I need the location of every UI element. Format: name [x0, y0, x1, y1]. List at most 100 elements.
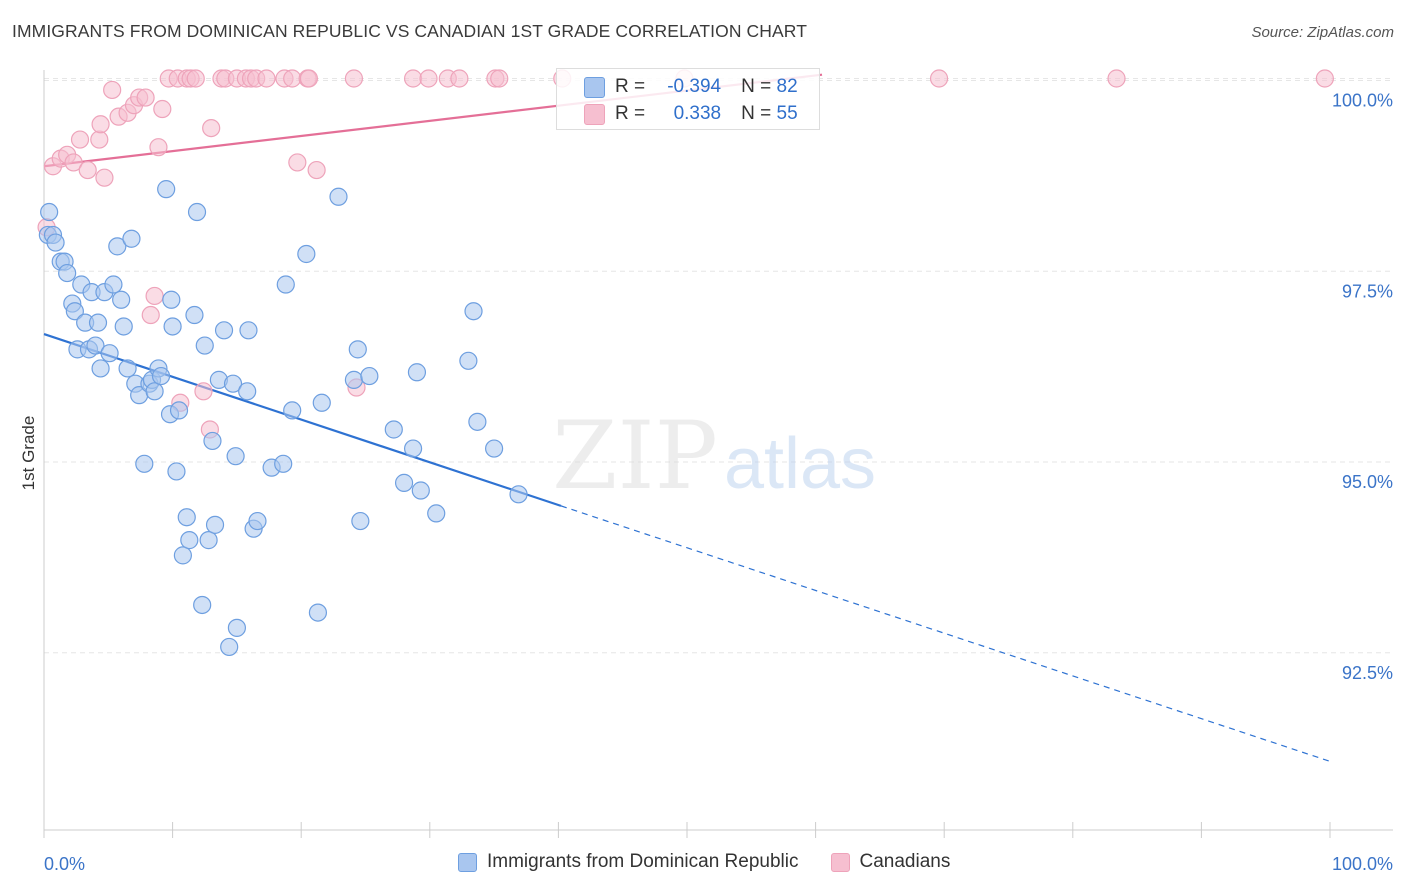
point-dominican — [157, 180, 176, 199]
y-tick-label: 100.0% — [1332, 91, 1393, 111]
point-canadian — [149, 138, 168, 157]
point-dominican — [46, 233, 65, 252]
point-canadian — [450, 69, 469, 88]
x-tick-label: 0.0% — [44, 854, 85, 874]
point-canadian — [153, 99, 172, 119]
point-dominican — [344, 370, 364, 389]
point-dominican — [274, 454, 293, 473]
point-dominican — [220, 637, 239, 657]
point-dominican — [180, 531, 199, 550]
point-dominican — [283, 401, 302, 420]
point-dominican — [411, 481, 430, 500]
point-canadian — [91, 115, 110, 134]
point-canadian — [186, 69, 205, 88]
point-dominican — [203, 431, 222, 451]
point-dominican — [122, 229, 141, 248]
point-dominican — [114, 317, 133, 336]
stat-swatch-pink — [584, 103, 605, 125]
stat-r-label: R = — [615, 103, 646, 124]
point-dominican — [195, 336, 214, 355]
point-canadian — [307, 160, 326, 180]
point-dominican — [239, 321, 258, 340]
point-dominican — [58, 263, 77, 283]
point-dominican — [40, 202, 59, 222]
point-canadian — [70, 130, 90, 149]
point-dominican — [187, 202, 207, 222]
point-canadian — [419, 69, 438, 88]
point-dominican — [86, 336, 105, 355]
stat-n-value: 82 — [776, 76, 798, 97]
point-dominican — [112, 290, 131, 309]
point-dominican — [297, 244, 316, 264]
y-tick-label: 95.0% — [1342, 472, 1393, 492]
stat-r-value: -0.394 — [667, 76, 722, 97]
tick-labels: 92.5% 95.0% 97.5% 100.0% 0.0% 100.0% — [44, 91, 1393, 875]
point-dominican — [100, 344, 119, 363]
point-dominican — [104, 275, 123, 294]
point-dominican — [384, 420, 403, 439]
point-dominican — [485, 439, 504, 458]
correlation-stats-box: R = -0.394 N = 82 R = 0.338 N = 55 — [556, 68, 820, 130]
point-dominican — [193, 595, 212, 615]
data-points — [37, 69, 1334, 657]
x-tick-label: 100.0% — [1332, 854, 1393, 874]
stat-r-value: 0.338 — [673, 103, 722, 124]
stat-n-value: 55 — [776, 103, 798, 124]
point-dominican — [185, 305, 204, 325]
y-tick-label: 97.5% — [1342, 281, 1393, 301]
point-dominican — [135, 454, 154, 473]
legend-item-dominican[interactable]: Immigrants from Dominican Republic — [458, 851, 799, 873]
point-canadian — [194, 382, 213, 401]
point-canadian — [1315, 69, 1334, 88]
point-canadian — [90, 130, 109, 149]
watermark: ZIP atlas — [552, 402, 876, 511]
point-canadian — [145, 286, 164, 306]
point-dominican — [407, 363, 427, 382]
point-dominican — [163, 317, 182, 336]
y-tick-label: 92.5% — [1342, 663, 1393, 683]
watermark-atlas: atlas — [724, 424, 876, 504]
point-canadian — [78, 160, 97, 180]
chart-title: IMMIGRANTS FROM DOMINICAN REPUBLIC VS CA… — [12, 21, 807, 41]
stat-swatch-blue — [584, 76, 605, 98]
point-dominican — [108, 237, 127, 256]
point-dominican — [348, 340, 367, 359]
point-dominican — [177, 508, 196, 527]
point-canadian — [299, 69, 319, 88]
point-dominican — [308, 603, 328, 622]
point-dominican — [205, 515, 225, 534]
stat-row-blue: R = -0.394 N = 82 — [557, 73, 798, 101]
stat-n-label: N = — [741, 103, 772, 124]
point-dominican — [464, 302, 483, 321]
point-dominican — [329, 187, 348, 206]
point-dominican — [360, 366, 379, 386]
watermark-zip: ZIP — [552, 402, 718, 511]
gridlines — [44, 78, 1393, 654]
source-credit: Source: ZipAtlas.com — [1251, 24, 1394, 41]
legend-swatch-pink — [830, 852, 850, 872]
point-dominican — [88, 313, 108, 332]
point-canadian — [202, 118, 221, 138]
point-dominican — [351, 511, 370, 531]
point-dominican — [238, 382, 257, 401]
point-dominican — [403, 439, 423, 458]
stat-n-label: N = — [741, 76, 772, 97]
point-dominican — [226, 447, 245, 466]
point-canadian — [283, 69, 302, 88]
point-canadian — [103, 80, 122, 100]
axes — [43, 70, 1393, 838]
legend-label: Immigrants from Dominican Republic — [487, 851, 799, 872]
point-dominican — [427, 504, 446, 523]
point-canadian — [257, 69, 276, 88]
point-dominican — [169, 401, 189, 420]
point-dominican — [276, 275, 295, 294]
point-dominican — [145, 382, 164, 401]
point-dominican — [312, 393, 331, 412]
point-dominican — [227, 618, 246, 637]
point-canadian — [929, 69, 949, 88]
point-canadian — [95, 168, 114, 187]
point-dominican — [223, 374, 243, 393]
point-canadian — [403, 69, 423, 88]
legend-item-canadians[interactable]: Canadians — [830, 851, 950, 873]
